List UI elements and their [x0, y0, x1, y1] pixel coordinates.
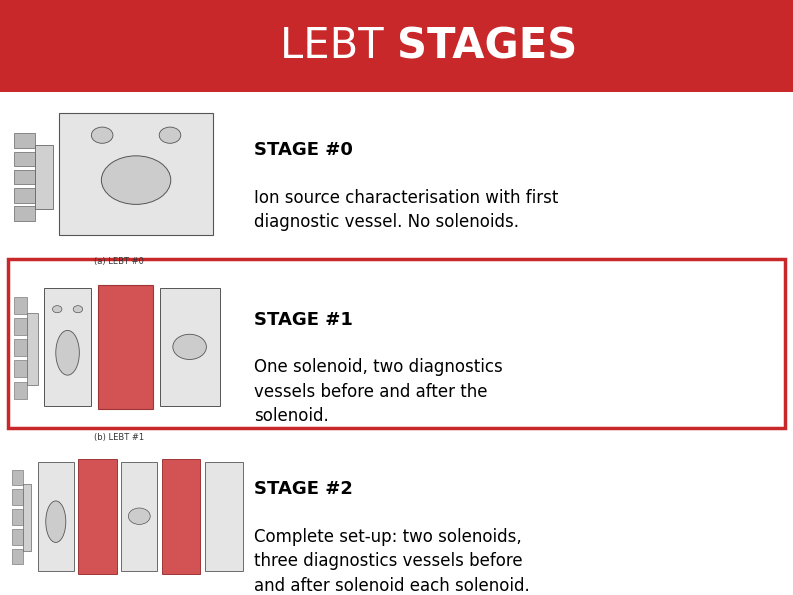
Text: STAGES: STAGES	[396, 25, 577, 67]
Bar	[14, 297, 27, 314]
Circle shape	[173, 334, 206, 359]
Bar	[121, 462, 158, 571]
Text: One solenoid, two diagnostics
vessels before and after the
solenoid.: One solenoid, two diagnostics vessels be…	[254, 358, 503, 425]
Bar	[14, 339, 27, 356]
Circle shape	[91, 127, 113, 143]
Bar	[14, 188, 36, 202]
Bar	[36, 145, 52, 209]
Bar	[14, 206, 36, 221]
Bar	[162, 459, 201, 574]
Circle shape	[73, 306, 82, 313]
Bar	[79, 459, 117, 574]
Ellipse shape	[56, 330, 79, 375]
Bar	[12, 469, 22, 486]
Bar	[14, 318, 27, 335]
Bar	[159, 288, 220, 406]
Text: Complete set-up: two solenoids,
three diagnostics vessels before
and after solen: Complete set-up: two solenoids, three di…	[254, 528, 530, 594]
Text: STAGE #0: STAGE #0	[254, 141, 353, 159]
Bar	[59, 113, 213, 234]
Bar	[14, 361, 27, 377]
Text: Ion source characterisation with first
diagnostic vessel. No solenoids.: Ion source characterisation with first d…	[254, 189, 558, 231]
Bar	[98, 284, 153, 409]
Ellipse shape	[46, 501, 66, 543]
Text: STAGE #2: STAGE #2	[254, 480, 353, 499]
Bar	[12, 549, 22, 564]
Ellipse shape	[102, 156, 170, 205]
Bar	[14, 170, 36, 184]
Bar	[14, 152, 36, 166]
Bar	[44, 288, 91, 406]
Text: (b) LEBT #1: (b) LEBT #1	[94, 433, 144, 441]
Bar	[12, 509, 22, 525]
Text: STAGE #1: STAGE #1	[254, 311, 353, 329]
Circle shape	[159, 127, 181, 143]
Bar	[22, 484, 31, 552]
Text: (a) LEBT #0: (a) LEBT #0	[94, 257, 144, 266]
Circle shape	[128, 508, 150, 524]
Bar	[0, 0, 793, 92]
Circle shape	[52, 306, 62, 313]
Bar	[12, 529, 22, 544]
Bar	[27, 312, 37, 385]
Bar	[8, 259, 785, 428]
Bar	[14, 382, 27, 399]
Bar	[12, 489, 22, 505]
Bar	[14, 133, 36, 148]
Bar	[37, 462, 74, 571]
Bar	[205, 462, 243, 571]
Text: LEBT: LEBT	[280, 25, 396, 67]
